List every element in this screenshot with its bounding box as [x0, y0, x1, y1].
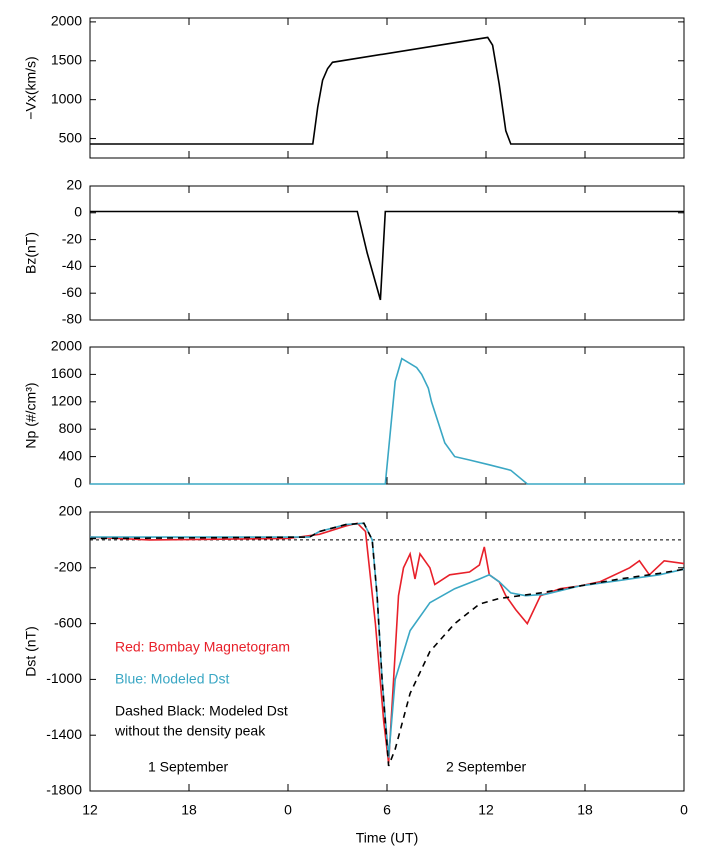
y-axis-label: Bz(nT) — [23, 232, 39, 274]
y-tick-label: -1800 — [46, 782, 82, 798]
annotation: 2 September — [446, 759, 526, 775]
x-axis-label: Time (UT) — [356, 830, 418, 846]
y-tick-label: 20 — [66, 177, 82, 193]
y-tick-label: -1000 — [46, 670, 82, 686]
annotation: Dashed Black: Modeled Dst — [115, 703, 288, 719]
y-axis-label: −Vx(km/s) — [23, 56, 39, 119]
y-tick-label: -200 — [54, 559, 82, 575]
y-tick-label: 0 — [74, 204, 82, 220]
y-tick-label: 1200 — [51, 393, 82, 409]
annotation: without the density peak — [114, 723, 266, 739]
y-tick-label: 2000 — [51, 338, 82, 354]
y-tick-label: -20 — [62, 230, 82, 246]
x-tick-label: 6 — [383, 802, 391, 818]
y-tick-label: 800 — [59, 420, 83, 436]
annotation: 1 September — [148, 759, 228, 775]
annotation: Red: Bombay Magnetogram — [115, 639, 290, 655]
x-tick-label: 12 — [478, 802, 494, 818]
x-tick-label: 0 — [680, 802, 688, 818]
annotation: Blue: Modeled Dst — [115, 671, 230, 687]
x-tick-label: 0 — [284, 802, 292, 818]
y-tick-label: 1000 — [51, 90, 82, 106]
y-tick-label: -1400 — [46, 726, 82, 742]
x-tick-label: 12 — [82, 802, 98, 818]
data-line — [89, 522, 685, 767]
y-tick-label: 0 — [74, 475, 82, 491]
y-axis-label: Np (#/cm³) — [23, 382, 39, 448]
y-tick-label: -80 — [62, 311, 82, 327]
data-line — [90, 36, 684, 145]
plot-frame — [89, 185, 685, 321]
plot-frame — [89, 17, 685, 159]
y-tick-label: -600 — [54, 614, 82, 630]
y-tick-label: 1500 — [51, 51, 82, 67]
y-tick-label: 200 — [59, 503, 83, 519]
y-tick-label: 500 — [59, 129, 83, 145]
y-tick-label: 2000 — [51, 13, 82, 29]
y-tick-label: 1600 — [51, 365, 82, 381]
y-axis-label: Dst (nT) — [23, 626, 39, 677]
x-tick-label: 18 — [577, 802, 593, 818]
y-tick-label: 400 — [59, 447, 83, 463]
y-tick-label: -60 — [62, 284, 82, 300]
y-tick-label: -40 — [62, 257, 82, 273]
x-tick-label: 18 — [181, 802, 197, 818]
data-line — [90, 210, 684, 301]
data-line — [90, 522, 685, 758]
data-line — [90, 357, 684, 485]
